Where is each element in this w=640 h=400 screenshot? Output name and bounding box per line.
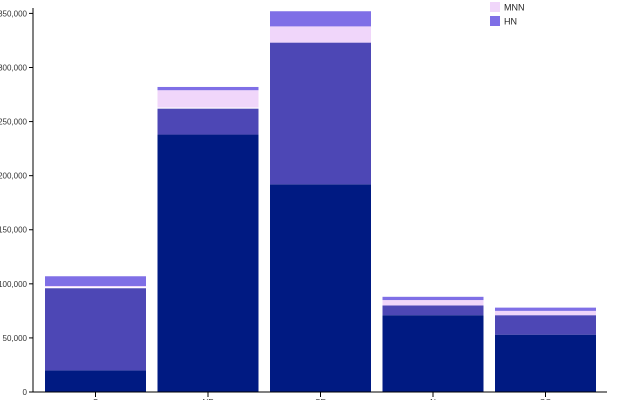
bar-segment-n-0 [382, 315, 484, 392]
bar-segment-s-0 [45, 370, 146, 392]
y-tick-label: 100,000 [0, 280, 28, 289]
legend-swatch-mnn [490, 2, 500, 12]
bar-segment-n-4 [382, 296, 484, 301]
legend-label-mnn: MNN [504, 3, 525, 13]
y-tick-label: 150,000 [0, 226, 28, 235]
legend: MNN HN [490, 2, 525, 27]
bar-segment-ne-2 [157, 107, 259, 109]
bar-segment-s-1 [45, 288, 146, 371]
x-tick-label-se: SE [315, 398, 326, 400]
bar-segment-ne-0 [157, 134, 259, 392]
y-tick-label: 0 [23, 388, 28, 397]
y-tick-label: 200,000 [0, 172, 28, 181]
x-tick-label-n: N [430, 398, 436, 400]
y-tick-label: 300,000 [0, 63, 28, 72]
bar-segment-n-3 [382, 300, 484, 306]
y-tick-label: 250,000 [0, 118, 28, 127]
x-tick-label-ne: NE [202, 398, 213, 400]
bar-segment-se-4 [270, 11, 371, 27]
bar-segment-co-0 [495, 334, 596, 392]
bars-layer [45, 11, 596, 392]
bar-segment-s-4 [45, 276, 146, 286]
bar-segment-ne-3 [157, 90, 259, 108]
bar-segment-co-3 [495, 310, 596, 316]
y-tick-label: 350,000 [0, 9, 28, 18]
bar-segment-co-1 [495, 315, 596, 335]
bar-segment-ne-1 [157, 108, 259, 135]
bar-segment-n-1 [382, 305, 484, 316]
legend-label-hn: HN [504, 17, 517, 27]
x-axis: S NE SE N CO [33, 391, 607, 400]
x-tick-label-co: CO [540, 398, 552, 400]
bar-segment-ne-4 [157, 86, 259, 91]
bar-segment-se-3 [270, 26, 371, 43]
bar-segment-se-0 [270, 184, 371, 392]
bar-segment-s-2 [45, 287, 146, 289]
x-tick-label-s: S [93, 398, 98, 400]
legend-swatch-hn [490, 16, 500, 26]
bar-segment-s-3 [45, 285, 146, 288]
y-axis: 0 50,000 100,000 150,000 200,000 250,000 300,0… [0, 8, 34, 397]
bar-segment-co-4 [495, 307, 596, 311]
y-tick-label: 50,000 [3, 334, 28, 343]
bar-segment-se-1 [270, 42, 371, 185]
